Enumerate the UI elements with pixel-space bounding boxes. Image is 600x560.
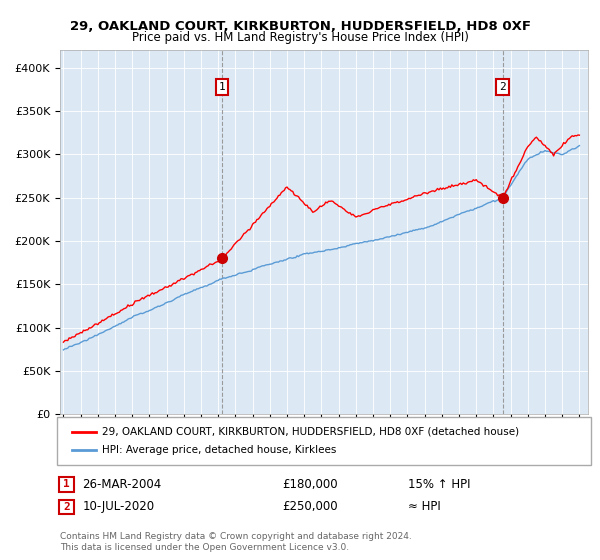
Text: 29, OAKLAND COURT, KIRKBURTON, HUDDERSFIELD, HD8 0XF (detached house): 29, OAKLAND COURT, KIRKBURTON, HUDDERSFI… xyxy=(102,427,519,437)
Text: 15% ↑ HPI: 15% ↑ HPI xyxy=(408,478,470,491)
Text: 1: 1 xyxy=(219,82,226,92)
Text: ≈ HPI: ≈ HPI xyxy=(408,500,441,514)
Text: Price paid vs. HM Land Registry's House Price Index (HPI): Price paid vs. HM Land Registry's House … xyxy=(131,31,469,44)
Text: £250,000: £250,000 xyxy=(282,500,338,514)
Text: HPI: Average price, detached house, Kirklees: HPI: Average price, detached house, Kirk… xyxy=(102,445,337,455)
Text: 26-MAR-2004: 26-MAR-2004 xyxy=(82,478,161,491)
Text: 2: 2 xyxy=(499,82,506,92)
Text: 10-JUL-2020: 10-JUL-2020 xyxy=(82,500,154,514)
Text: 29, OAKLAND COURT, KIRKBURTON, HUDDERSFIELD, HD8 0XF: 29, OAKLAND COURT, KIRKBURTON, HUDDERSFI… xyxy=(70,20,530,32)
Text: Contains HM Land Registry data © Crown copyright and database right 2024.
This d: Contains HM Land Registry data © Crown c… xyxy=(60,532,412,552)
Text: £180,000: £180,000 xyxy=(282,478,338,491)
Text: 2: 2 xyxy=(63,502,70,512)
Text: 1: 1 xyxy=(63,479,70,489)
